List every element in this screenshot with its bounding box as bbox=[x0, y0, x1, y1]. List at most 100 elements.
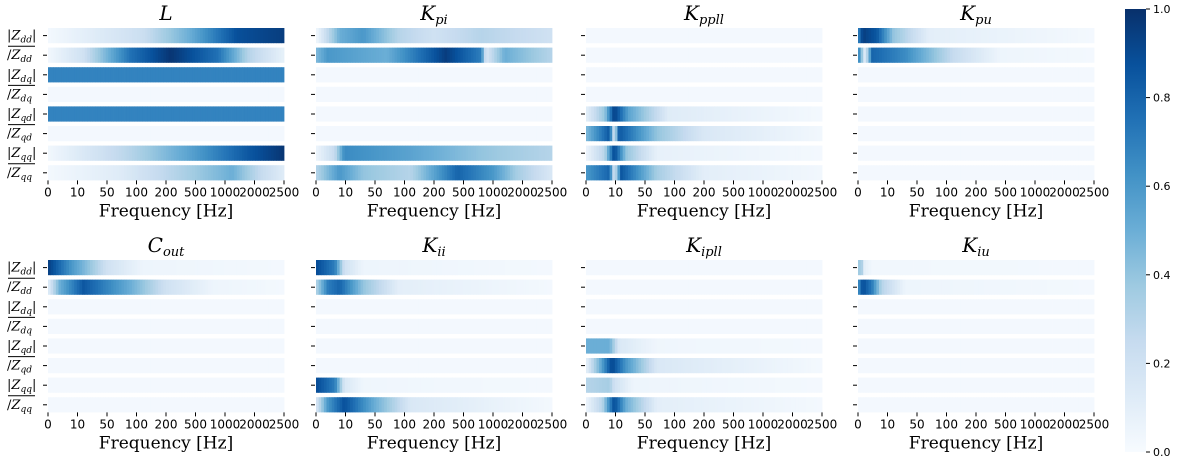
heatmap-cell bbox=[641, 28, 645, 44]
heatmap-cell bbox=[426, 86, 430, 102]
heatmap-cell bbox=[389, 358, 393, 374]
heatmap-cell bbox=[759, 67, 763, 83]
heatmap-cell bbox=[116, 377, 120, 393]
heatmap-cell bbox=[329, 260, 333, 276]
heatmap-cell bbox=[1052, 126, 1056, 142]
heatmap-cell bbox=[515, 338, 519, 354]
heatmap-cell bbox=[247, 86, 251, 102]
heatmap-cell bbox=[357, 126, 361, 142]
heatmap-cell bbox=[1052, 86, 1056, 102]
heatmap-cell bbox=[717, 86, 721, 102]
heatmap-cell bbox=[696, 279, 700, 295]
heatmap-cell bbox=[1033, 165, 1037, 181]
heatmap-cell bbox=[336, 28, 340, 44]
heatmap-cell bbox=[808, 106, 812, 122]
heatmap-cell bbox=[586, 299, 590, 315]
heatmap-cell bbox=[321, 28, 325, 44]
heatmap-cell bbox=[105, 47, 109, 63]
heatmap-cell bbox=[184, 358, 188, 374]
heatmap-cell bbox=[181, 28, 185, 44]
heatmap-cell bbox=[168, 358, 172, 374]
heatmap-cell bbox=[392, 299, 396, 315]
heatmap-cell bbox=[168, 165, 172, 181]
row-label: /Zdd bbox=[7, 48, 32, 65]
heatmap-cell bbox=[74, 126, 78, 142]
heatmap-cell bbox=[410, 397, 414, 413]
heatmap-cell bbox=[470, 106, 474, 122]
heatmap-cell bbox=[478, 165, 482, 181]
heatmap-cell bbox=[268, 260, 272, 276]
heatmap-cell bbox=[591, 86, 595, 102]
heatmap-cell bbox=[352, 299, 356, 315]
heatmap-cell bbox=[696, 299, 700, 315]
heatmap-cell bbox=[181, 67, 185, 83]
heatmap-cell bbox=[166, 106, 170, 122]
heatmap-cell bbox=[465, 47, 469, 63]
heatmap-cell bbox=[489, 260, 493, 276]
heatmap-cell bbox=[336, 377, 340, 393]
heatmap-cell bbox=[454, 86, 458, 102]
row-label: |Zqq| bbox=[7, 146, 36, 163]
heatmap-cell bbox=[546, 377, 550, 393]
heatmap-cell bbox=[336, 145, 340, 161]
heatmap-cell bbox=[410, 47, 414, 63]
heatmap-cell bbox=[858, 67, 862, 83]
heatmap-cell bbox=[536, 67, 540, 83]
heatmap-cell bbox=[706, 165, 710, 181]
heatmap-cell bbox=[785, 28, 789, 44]
heatmap-cell bbox=[192, 145, 196, 161]
heatmap-cell bbox=[769, 260, 773, 276]
heatmap-cell bbox=[656, 86, 660, 102]
heatmap-cell bbox=[381, 260, 385, 276]
heatmap-cell bbox=[517, 358, 521, 374]
heatmap-cell bbox=[625, 318, 629, 334]
heatmap-cell bbox=[399, 47, 403, 63]
heatmap-cell bbox=[166, 86, 170, 102]
heatmap-cell bbox=[677, 67, 681, 83]
heatmap-cell bbox=[1038, 47, 1042, 63]
heatmap-cell bbox=[66, 47, 70, 63]
heatmap-cell bbox=[444, 260, 448, 276]
heatmap-cell bbox=[913, 106, 917, 122]
heatmap-cell bbox=[55, 358, 59, 374]
heatmap-cell bbox=[782, 28, 786, 44]
heatmap-cell bbox=[97, 106, 101, 122]
heatmap-cell bbox=[515, 299, 519, 315]
heatmap-cell bbox=[163, 86, 167, 102]
heatmap-cell bbox=[336, 299, 340, 315]
heatmap-cell bbox=[413, 67, 417, 83]
heatmap-cell bbox=[502, 377, 506, 393]
heatmap-cell bbox=[683, 126, 687, 142]
heatmap-cell bbox=[126, 126, 130, 142]
heatmap-cell bbox=[960, 28, 964, 44]
heatmap-cell bbox=[643, 47, 647, 63]
heatmap-cell bbox=[622, 126, 626, 142]
heatmap-cell bbox=[158, 165, 162, 181]
heatmap-cell bbox=[202, 318, 206, 334]
heatmap-cell bbox=[606, 47, 610, 63]
heatmap-cell bbox=[748, 28, 752, 44]
heatmap-cell bbox=[394, 67, 398, 83]
heatmap-cell bbox=[643, 67, 647, 83]
heatmap-cell bbox=[793, 165, 797, 181]
heatmap-cell bbox=[1065, 145, 1069, 161]
heatmap-cell bbox=[761, 318, 765, 334]
heatmap-cell bbox=[110, 338, 114, 354]
heatmap-cell bbox=[976, 145, 980, 161]
heatmap-cell bbox=[941, 67, 945, 83]
heatmap-cell bbox=[210, 338, 214, 354]
heatmap-cell bbox=[263, 106, 267, 122]
heatmap-cell bbox=[276, 338, 280, 354]
heatmap-cell bbox=[625, 338, 629, 354]
heatmap-cell bbox=[680, 67, 684, 83]
heatmap-cell bbox=[635, 126, 639, 142]
heatmap-cell bbox=[769, 106, 773, 122]
heatmap-cell bbox=[751, 299, 755, 315]
heatmap-cell bbox=[806, 145, 810, 161]
heatmap-cell bbox=[528, 28, 532, 44]
heatmap-cell bbox=[499, 28, 503, 44]
heatmap-cell bbox=[494, 377, 498, 393]
heatmap-cell bbox=[599, 47, 603, 63]
heatmap-cell bbox=[142, 377, 146, 393]
heatmap-cell bbox=[74, 279, 78, 295]
